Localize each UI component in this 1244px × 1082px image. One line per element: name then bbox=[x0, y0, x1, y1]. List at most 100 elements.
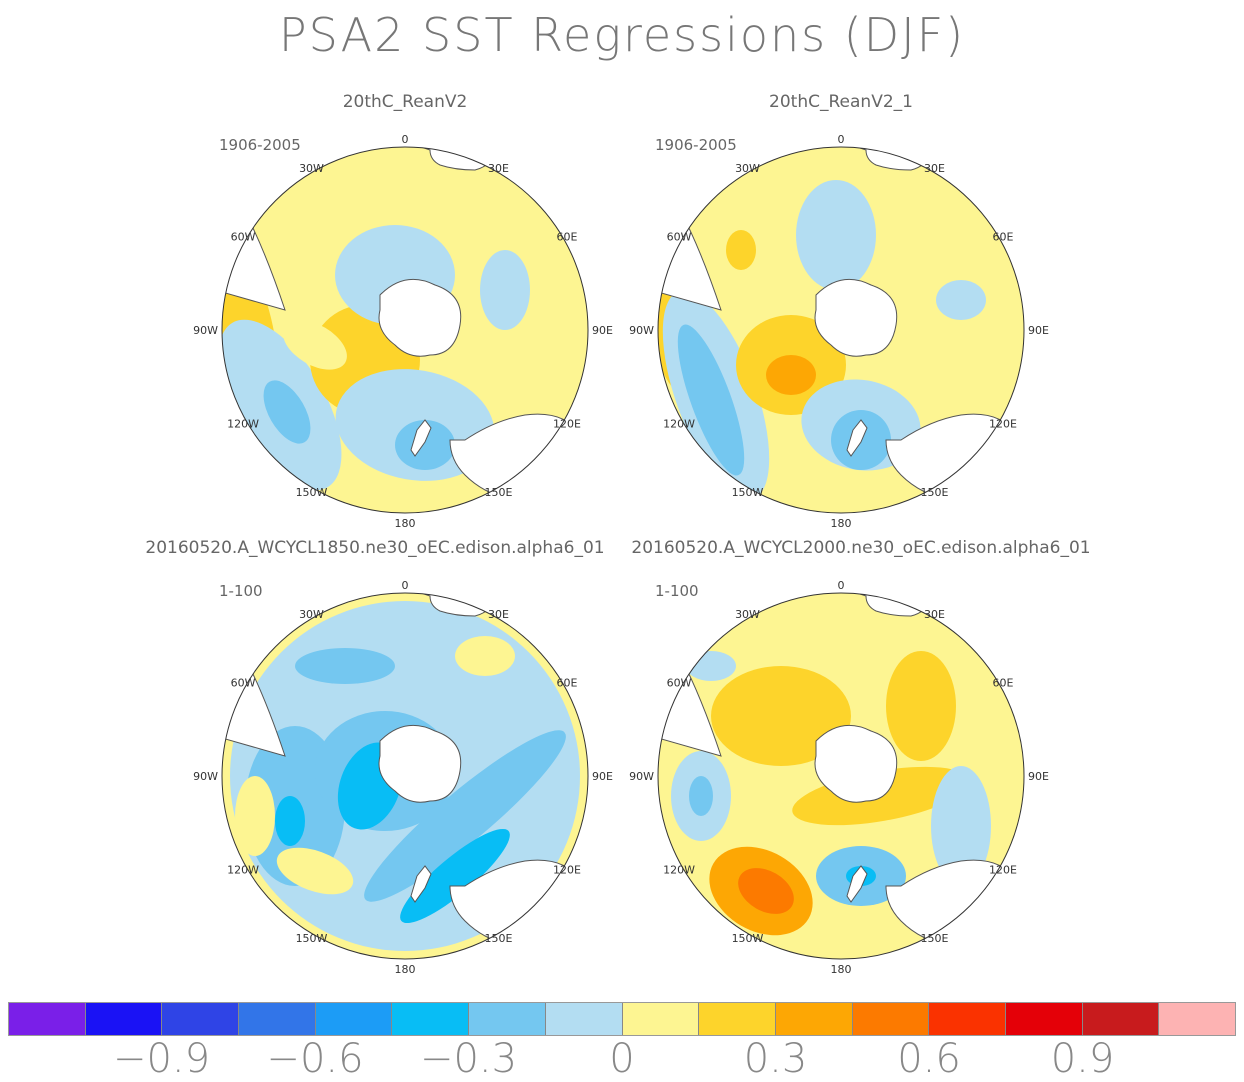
anomaly-region bbox=[276, 847, 354, 895]
colorbar-cell bbox=[392, 1003, 470, 1035]
map-panel-2: 0 30E 60E 90E 120E 150E 180 150W 120W 90W 60W 30W bbox=[629, 133, 1049, 530]
panel-1: 20thC_ReanV2 1906-2005 0 30E 60E 90E 120E 150… bbox=[105, 92, 705, 532]
panel-period: 1-100 bbox=[655, 582, 699, 600]
longitude-label: 180 bbox=[395, 517, 416, 530]
colorbar-tick-label: 0.3 bbox=[743, 1036, 808, 1082]
longitude-label: 90E bbox=[1028, 324, 1049, 337]
longitude-label: 30W bbox=[735, 608, 760, 621]
longitude-label: 150W bbox=[296, 486, 328, 499]
colorbar-cell bbox=[699, 1003, 776, 1035]
panel-title: 20thC_ReanV2 bbox=[342, 92, 468, 112]
longitude-label: 90W bbox=[629, 770, 654, 783]
colorbar-cell bbox=[1082, 1003, 1160, 1035]
longitude-label: 90E bbox=[592, 770, 613, 783]
colorbar-tick-label: −0.9 bbox=[112, 1036, 211, 1082]
panel-period: 1-100 bbox=[219, 582, 263, 600]
land-mass bbox=[378, 278, 462, 357]
longitude-label: 150W bbox=[732, 932, 764, 945]
colorbar-cell bbox=[315, 1003, 393, 1035]
anomaly-region bbox=[400, 828, 510, 924]
colorbar-cell bbox=[239, 1003, 316, 1035]
colorbar-cell bbox=[1159, 1003, 1235, 1035]
colorbar-cell bbox=[852, 1003, 930, 1035]
longitude-label: 30E bbox=[924, 608, 945, 621]
longitude-label: 120E bbox=[553, 864, 581, 877]
colorbar-tick-label: 0.6 bbox=[897, 1036, 961, 1082]
longitude-label: 30E bbox=[488, 162, 509, 175]
land-mass bbox=[410, 865, 432, 903]
longitude-label: 150E bbox=[485, 932, 513, 945]
longitude-label: 90W bbox=[193, 770, 218, 783]
panel-title: 20160520.A_WCYCL1850.ne30_oEC.edison.alp… bbox=[145, 538, 605, 558]
longitude-label: 120W bbox=[227, 864, 259, 877]
land-mass bbox=[410, 419, 432, 457]
longitude-label: 120W bbox=[663, 418, 695, 431]
colorbar-cell bbox=[545, 1003, 623, 1035]
land-mass bbox=[814, 724, 898, 803]
longitude-label: 180 bbox=[395, 963, 416, 976]
longitude-label: 0 bbox=[838, 579, 845, 592]
colorbar-tick-label: 0.9 bbox=[1050, 1036, 1115, 1082]
longitude-label: 60E bbox=[992, 677, 1013, 690]
longitude-label: 30E bbox=[488, 608, 509, 621]
anomaly-region bbox=[936, 280, 986, 320]
longitude-label: 30W bbox=[735, 162, 760, 175]
longitude-label: 150E bbox=[485, 486, 513, 499]
longitude-label: 90W bbox=[193, 324, 218, 337]
anomaly-region bbox=[931, 766, 991, 886]
colorbar-cell bbox=[9, 1003, 86, 1035]
longitude-label: 120E bbox=[989, 864, 1017, 877]
map-boundary bbox=[221, 592, 589, 960]
colorbar-cell bbox=[929, 1003, 1006, 1035]
colorbar-tick-label: −0.6 bbox=[266, 1036, 364, 1082]
anomaly-region bbox=[235, 776, 275, 856]
anomaly-region bbox=[677, 324, 745, 476]
anomaly-region bbox=[738, 868, 794, 914]
colorbar-tick-label: −0.3 bbox=[419, 1036, 518, 1082]
anomaly-region bbox=[766, 355, 816, 395]
anomaly-region bbox=[283, 320, 347, 370]
longitude-label: 120W bbox=[663, 864, 695, 877]
longitude-label: 0 bbox=[402, 133, 409, 146]
panel-period: 1906-2005 bbox=[219, 136, 301, 154]
longitude-label: 120W bbox=[227, 418, 259, 431]
colorbar-tick-label: 0 bbox=[609, 1036, 635, 1082]
anomaly-region bbox=[686, 651, 736, 681]
longitude-label: 30W bbox=[299, 608, 324, 621]
panel-4: 20160520.A_WCYCL2000.ne30_oEC.edison.alp… bbox=[541, 538, 1141, 978]
longitude-label: 60W bbox=[231, 677, 256, 690]
colorbar bbox=[8, 1002, 1236, 1036]
longitude-label: 30E bbox=[924, 162, 945, 175]
land-mass bbox=[846, 865, 868, 903]
anomaly-region bbox=[263, 380, 311, 444]
colorbar-cell bbox=[85, 1003, 163, 1035]
longitude-label: 30W bbox=[299, 162, 324, 175]
longitude-label: 60E bbox=[556, 677, 577, 690]
map-panel-4: 0 30E 60E 90E 120E 150E 180 150W 120W 90W 60W 30W bbox=[629, 579, 1049, 976]
panel-period: 1906-2005 bbox=[655, 136, 737, 154]
longitude-label: 60W bbox=[231, 231, 256, 244]
anomaly-region bbox=[364, 730, 566, 902]
land-mass bbox=[814, 278, 898, 357]
longitude-label: 150W bbox=[296, 932, 328, 945]
anomaly-region bbox=[455, 636, 515, 676]
colorbar-cell bbox=[469, 1003, 546, 1035]
longitude-label: 150E bbox=[921, 932, 949, 945]
longitude-label: 120E bbox=[553, 418, 581, 431]
colorbar-cell bbox=[775, 1003, 853, 1035]
anomaly-region bbox=[689, 776, 713, 816]
longitude-label: 60E bbox=[556, 231, 577, 244]
map-panel-1: 0 30E 60E 90E 120E 150E 180 150W 120W 90W 60W 30W bbox=[193, 133, 613, 530]
anomaly-region bbox=[480, 250, 530, 330]
longitude-label: 180 bbox=[831, 963, 852, 976]
longitude-label: 90E bbox=[1028, 770, 1049, 783]
longitude-label: 60W bbox=[667, 231, 692, 244]
anomaly-region bbox=[886, 651, 956, 761]
map-boundary bbox=[657, 592, 1025, 960]
map-boundary bbox=[657, 146, 1025, 514]
anomaly-region bbox=[395, 420, 455, 470]
panel-title: 20thC_ReanV2_1 bbox=[769, 92, 913, 112]
longitude-label: 90E bbox=[592, 324, 613, 337]
land-mass bbox=[846, 419, 868, 457]
longitude-label: 150E bbox=[921, 486, 949, 499]
